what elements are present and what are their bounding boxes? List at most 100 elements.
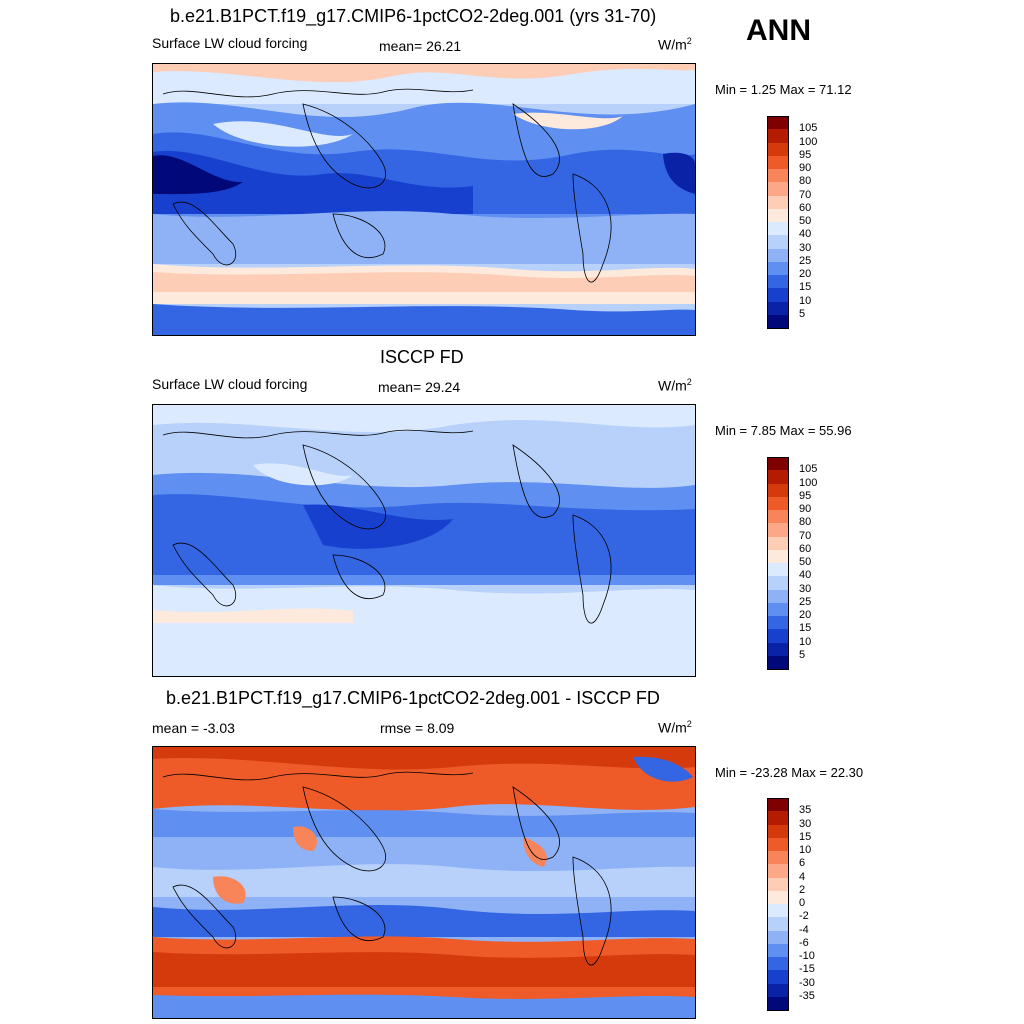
- colorbar-swatch: [767, 616, 789, 630]
- panel-title: b.e21.B1PCT.f19_g17.CMIP6-1pctCO2-2deg.0…: [170, 6, 657, 26]
- colorbar-swatch: [767, 470, 789, 484]
- colorbar-tick-label: 50: [799, 556, 812, 568]
- colorbar-tick-label: 15: [799, 830, 812, 843]
- colorbar-tick-label: 95: [799, 148, 812, 161]
- colorbar-swatch: [767, 877, 789, 892]
- colorbar-tick-label: -4: [799, 923, 809, 936]
- colorbar-tick-label: -6: [799, 936, 809, 949]
- colorbar-tick-label: 100: [799, 476, 818, 489]
- colorbar-swatch: [767, 811, 789, 825]
- colorbar-swatch: [767, 983, 789, 998]
- colorbar-tick-label: 4: [799, 870, 806, 883]
- colorbar-swatch: [767, 589, 789, 604]
- colorbar-swatch: [767, 496, 789, 511]
- colorbar-tick-label: 50: [799, 215, 812, 227]
- colorbar-swatch: [767, 182, 789, 196]
- colorbar-swatch: [767, 116, 789, 130]
- colorbar-swatch: [767, 169, 789, 183]
- colorbar-tick-label: 10: [799, 844, 812, 856]
- colorbar-tick-label: 2: [799, 883, 806, 896]
- colorbar-tick-label: 10: [799, 294, 812, 307]
- colorbar-swatch: [767, 549, 789, 564]
- colorbar-swatch: [767, 208, 789, 223]
- colorbar-model: 105 100 95 90 80 70 60 50 40 30 25 20 15 10 5: [767, 116, 837, 329]
- colorbar-tick-label: 80: [799, 516, 812, 529]
- colorbar-tick-label: 30: [799, 241, 812, 254]
- colorbar-swatch: [767, 957, 789, 971]
- colorbar-swatch: [767, 248, 789, 263]
- colorbar-tick-label: 40: [799, 569, 812, 582]
- colorbar-swatch: [767, 483, 789, 498]
- colorbar-tick-label: -10: [799, 950, 815, 962]
- units-label: W/m2: [658, 719, 692, 736]
- colorbar-tick-label: 20: [799, 268, 812, 280]
- colorbar-swatch: [767, 970, 789, 984]
- colorbar-swatch: [767, 301, 789, 316]
- colorbar-tick-label: 70: [799, 188, 812, 201]
- colorbar-tick-label: 60: [799, 201, 812, 214]
- colorbar-tick-label: -2: [799, 910, 809, 923]
- colorbar-tick-label: 6: [799, 857, 806, 870]
- colorbar-swatch: [767, 996, 789, 1011]
- colorbar-swatch: [767, 563, 789, 577]
- colorbar-tick-label: 0: [799, 897, 806, 909]
- mean-label: mean= 26.21: [379, 38, 462, 54]
- units-label: W/m2: [658, 36, 692, 53]
- colorbar-tick-label: 70: [799, 529, 812, 542]
- colorbar-tick-label: 90: [799, 503, 812, 515]
- colorbar-swatch: [767, 943, 789, 958]
- colorbar-tick-label: 5: [799, 648, 806, 661]
- colorbar-tick-label: 15: [799, 281, 812, 294]
- colorbar-tick-label: 15: [799, 622, 812, 635]
- colorbar-tick-label: 30: [799, 582, 812, 595]
- colorbar-tick-label: 20: [799, 609, 812, 621]
- colorbar-swatch: [767, 837, 789, 852]
- colorbar-swatch: [767, 288, 789, 302]
- colorbar-tick-label: 105: [799, 122, 818, 135]
- map-diff: [152, 746, 696, 1019]
- colorbar-tick-label: 5: [799, 307, 806, 320]
- rmse-label: rmse = 8.09: [380, 720, 455, 736]
- colorbar-swatch: [767, 261, 789, 276]
- minmax-label: Min = 1.25 Max = 71.12: [715, 82, 852, 97]
- colorbar-swatch: [767, 904, 789, 918]
- colorbar-swatch: [767, 510, 789, 524]
- colorbar-tick-label: 25: [799, 595, 812, 608]
- map-field: [153, 747, 695, 1018]
- mean-label: mean= 29.24: [378, 379, 461, 395]
- season-label: ANN: [746, 14, 811, 47]
- colorbar-tick-label: 10: [799, 635, 812, 648]
- colorbar-tick-label: 90: [799, 162, 812, 174]
- colorbar-swatch: [767, 629, 789, 643]
- colorbar-tick-label: 35: [799, 804, 812, 817]
- colorbar-swatch: [767, 655, 789, 670]
- colorbar-swatch: [767, 536, 789, 551]
- colorbar-swatch: [767, 576, 789, 590]
- panel-title: ISCCP FD: [380, 347, 464, 367]
- colorbar-swatch: [767, 142, 789, 157]
- colorbar-swatch: [767, 195, 789, 210]
- colorbar-diff: 35 30 15 10 6 4 2 0 -2 -4 -6 -10 -15 -30 -35: [767, 798, 837, 1011]
- colorbar-tick-label: 105: [799, 463, 818, 476]
- colorbar-swatch: [767, 235, 789, 249]
- colorbar-swatch: [767, 129, 789, 143]
- map-field: [153, 64, 695, 335]
- colorbar-swatch: [767, 602, 789, 617]
- colorbar-swatch: [767, 222, 789, 236]
- colorbar-swatch: [767, 642, 789, 657]
- mean-label: mean = -3.03: [152, 720, 235, 736]
- units-label: W/m2: [658, 377, 692, 394]
- variable-label: Surface LW cloud forcing: [152, 376, 308, 392]
- variable-label: Surface LW cloud forcing: [152, 35, 308, 51]
- minmax-label: Min = 7.85 Max = 55.96: [715, 423, 852, 438]
- colorbar-tick-label: 80: [799, 175, 812, 188]
- colorbar-tick-label: -15: [799, 963, 815, 976]
- map-obs: [152, 404, 696, 677]
- colorbar-tick-label: 30: [799, 817, 812, 830]
- colorbar-tick-label: 60: [799, 542, 812, 555]
- minmax-label: Min = -23.28 Max = 22.30: [715, 765, 864, 780]
- colorbar-swatch: [767, 824, 789, 839]
- colorbar-swatch: [767, 314, 789, 329]
- colorbar-obs: 105 100 95 90 80 70 60 50 40 30 25 20 15 10 5: [767, 457, 837, 670]
- colorbar-swatch: [767, 275, 789, 289]
